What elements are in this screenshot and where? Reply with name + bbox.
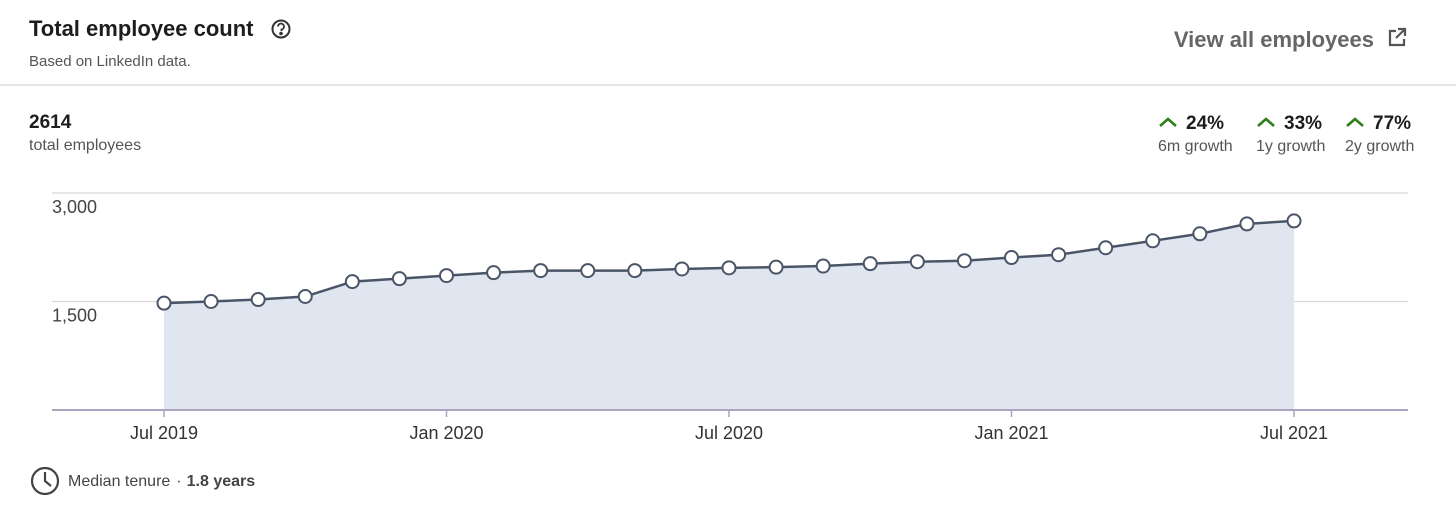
data-point [203, 294, 219, 309]
card-subtitle: Based on LinkedIn data. [29, 53, 191, 70]
growth-label: 6m growth [1158, 138, 1233, 155]
data-point [674, 261, 690, 277]
data-point [956, 253, 972, 269]
data-point [344, 274, 360, 290]
data-point [250, 292, 266, 308]
data-point [297, 289, 313, 305]
view-all-link[interactable]: View all employees [1174, 27, 1374, 52]
total-count: 2614 [29, 112, 72, 133]
data-point [1145, 233, 1161, 249]
footer-separator: · [176, 473, 181, 490]
clock-icon [30, 466, 60, 496]
data-point [486, 265, 502, 281]
data-point [627, 263, 643, 279]
growth-arrow [1257, 117, 1275, 127]
data-point [1098, 240, 1114, 256]
growth-value: 77% [1373, 113, 1411, 134]
footer-value: 1.8 years [187, 473, 256, 490]
data-point [580, 263, 596, 279]
growth-value: 24% [1186, 113, 1224, 134]
y-tick-label: 3,000 [52, 197, 97, 217]
external-link-icon[interactable] [1388, 27, 1407, 47]
help-icon[interactable] [271, 19, 291, 39]
data-point [533, 263, 549, 279]
data-point [1051, 247, 1067, 263]
data-point [862, 256, 878, 272]
x-tick-label: Jul 2019 [130, 423, 198, 443]
growth-arrow [1346, 117, 1364, 127]
x-tick-label: Jan 2021 [974, 423, 1048, 443]
total-label: total employees [29, 137, 141, 154]
data-point [768, 259, 784, 275]
x-tick-label: Jul 2021 [1260, 423, 1328, 443]
growth-value: 33% [1284, 113, 1322, 134]
area-fill [164, 220, 1294, 410]
growth-stats: 24% 6m growth 33% 1y growth 77% 2y growth [1158, 113, 1414, 155]
x-tick-label: Jan 2020 [409, 423, 483, 443]
data-point [1239, 216, 1255, 232]
data-point [1192, 226, 1208, 242]
plot: 1,500 3,000 Jul 2019 Jan 2020 Jul 2020 Jan 20… [52, 192, 1408, 443]
data-point [721, 260, 737, 276]
x-tick-label: Jul 2020 [695, 423, 763, 443]
data-point [1004, 250, 1019, 266]
data-point [156, 295, 172, 311]
data-point [391, 271, 407, 287]
growth-arrow [1159, 117, 1177, 127]
footer-label: Median tenure [68, 473, 170, 490]
card-title: Total employee count [29, 16, 254, 41]
y-tick-label: 1,500 [52, 305, 97, 325]
data-point [815, 258, 831, 274]
data-point [909, 254, 925, 270]
growth-label: 1y growth [1256, 138, 1325, 155]
growth-label: 2y growth [1345, 138, 1414, 155]
data-point [439, 268, 454, 284]
data-point [1286, 213, 1302, 229]
